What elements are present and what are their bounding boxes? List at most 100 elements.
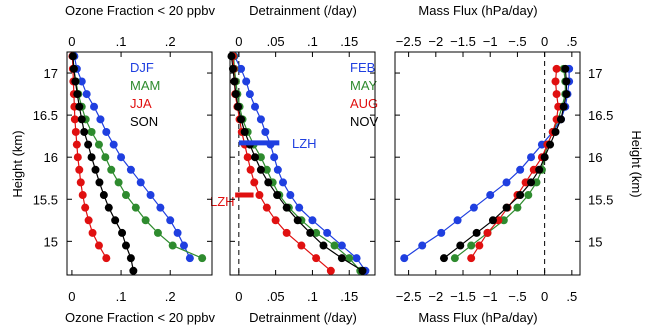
detrainment-frame — [229, 51, 376, 276]
massflux-series-nov-point — [472, 228, 481, 237]
detrainment-series-nov-point — [256, 165, 265, 174]
massflux-series-nov-point — [502, 203, 511, 212]
massflux-series-aug-point — [467, 254, 476, 263]
detrainment-series-feb-point — [242, 77, 251, 86]
massflux-series-nov-point — [488, 216, 497, 225]
detrainment-series-feb-point — [352, 254, 361, 263]
massflux-bottom-label: Mass Flux (hPa/day) — [418, 310, 537, 325]
detrainment-series-feb-point — [245, 90, 254, 99]
y-axis-label-right: Height (km) — [629, 130, 644, 197]
ozone-series-djf-point — [96, 115, 105, 124]
detrainment-series-aug-point — [250, 178, 259, 187]
detrainment-series-may-point — [312, 228, 321, 237]
lzh-label-red: LZH — [210, 194, 235, 209]
detrainment-series-may-point — [256, 153, 265, 162]
ozone-series-djf-point — [156, 203, 165, 212]
ozone-series-djf-point — [90, 102, 99, 111]
detrainment-series-may-point — [345, 254, 354, 263]
ozone-bottom-tick-label: 0 — [68, 289, 75, 304]
detrainment-series-nov-point — [337, 254, 346, 263]
detrainment-series-nov-point — [264, 178, 273, 187]
massflux-series-feb-point — [400, 254, 409, 263]
y-tick-label-right: 15.5 — [588, 192, 613, 207]
detrainment-top-tick-label: .15 — [340, 34, 358, 49]
ozone-series-djf-point — [146, 191, 155, 200]
detrainment-series-nov-point — [230, 77, 239, 86]
lzh-label-blue: LZH — [292, 136, 317, 151]
detrainment-series-nov-point — [228, 64, 237, 73]
massflux-series-aug-point — [483, 228, 492, 237]
panel-massflux: −2.5 −2 −1.5 −1 −.5 0 .5 −2.5 −2 −1.5 −1 −.5 0 .5 15 15… — [394, 34, 613, 304]
detrainment-series-feb-point — [286, 191, 295, 200]
massflux-series-nov-point — [527, 178, 536, 187]
detrainment-bottom-tick-label: 0 — [235, 289, 242, 304]
detrainment-series-feb-point — [337, 241, 346, 250]
detrainment-series-aug-point — [297, 241, 306, 250]
ozone-series-jja-point — [94, 241, 103, 250]
massflux-series-nov-point — [556, 115, 565, 124]
detrainment-series-feb-point — [295, 203, 304, 212]
massflux-series-may-line — [454, 68, 566, 259]
massflux-series-nov-point — [551, 127, 560, 136]
ozone-legend-jja: JJA — [130, 96, 152, 111]
massflux-series-may-point — [524, 191, 533, 200]
detrainment-bottom-tick-label: .15 — [340, 289, 358, 304]
detrainment-series-nov-point — [293, 216, 302, 225]
y-tick-label-left: 15 — [44, 234, 58, 249]
ozone-legend-son: SON — [130, 114, 158, 129]
ozone-series-jja-point — [73, 153, 82, 162]
detrainment-series-nov-point — [282, 203, 291, 212]
ozone-top-title: Ozone Fraction < 20 ppbv — [65, 3, 215, 18]
detrainment-series-feb-point — [323, 228, 332, 237]
detrainment-series-feb-point — [278, 178, 287, 187]
massflux-top-tick-label: −.5 — [508, 34, 526, 49]
massflux-series-feb-point — [527, 153, 536, 162]
detrainment-series-nov-point — [234, 102, 243, 111]
ozone-series-son-point — [77, 115, 86, 124]
detrainment-series-aug-point — [282, 228, 291, 237]
ozone-series-djf-point — [136, 178, 145, 187]
ozone-series-mam-point — [131, 203, 140, 212]
massflux-top-tick-label: .5 — [566, 34, 577, 49]
ozone-series-djf-point — [82, 90, 91, 99]
ozone-bottom-tick-label: .2 — [165, 289, 176, 304]
detrainment-series-nov-point — [227, 52, 236, 61]
ozone-series-son-point — [99, 191, 108, 200]
ozone-series-jja-point — [102, 254, 111, 263]
y-tick-label-left: 16.5 — [33, 108, 58, 123]
detrainment-series-nov-point — [273, 191, 282, 200]
ozone-series-jja-point — [72, 140, 81, 149]
massflux-series-feb-line — [403, 68, 570, 259]
panel-ozone: 0 .1 .2 0 .1 .2 15 15.5 16 16.5 17 — [33, 34, 213, 304]
massflux-series-feb-point — [516, 165, 525, 174]
ozone-series-djf-point — [185, 254, 194, 263]
detrainment-series-feb-point — [261, 127, 270, 136]
detrainment-series-nov-point — [358, 266, 367, 275]
ozone-series-djf-point — [102, 127, 111, 136]
detrainment-legend-feb: FEB — [350, 60, 375, 75]
ozone-series-son-line — [72, 56, 134, 271]
detrainment-series-nov-point — [306, 228, 315, 237]
detrainment-series-nov-point — [237, 115, 246, 124]
y-tick-label-left: 17 — [44, 66, 58, 81]
detrainment-series-aug-point — [271, 216, 280, 225]
ozone-series-son-point — [69, 64, 78, 73]
ozone-top-tick-label: 0 — [68, 34, 75, 49]
ozone-series-son-point — [126, 254, 135, 263]
y-tick-label-right: 16 — [588, 150, 602, 165]
massflux-top-tick-label: −2.5 — [396, 34, 422, 49]
ozone-series-son-point — [73, 90, 82, 99]
massflux-bottom-tick-label: −1 — [483, 289, 498, 304]
massflux-series-nov-line — [443, 68, 567, 259]
massflux-series-nov-point — [561, 64, 570, 73]
massflux-series-nov-point — [535, 165, 544, 174]
massflux-top-tick-label: 0 — [541, 34, 548, 49]
y-tick-label-left: 16 — [44, 150, 58, 165]
ozone-series-djf-point — [166, 216, 175, 225]
massflux-series-nov-point — [546, 140, 555, 149]
massflux-series-nov-point — [456, 241, 465, 250]
ozone-series-jja-point — [75, 165, 84, 174]
ozone-bottom-tick-label: .1 — [116, 289, 127, 304]
massflux-series-aug-point — [475, 241, 484, 250]
y-tick-label-left: 15.5 — [33, 192, 58, 207]
